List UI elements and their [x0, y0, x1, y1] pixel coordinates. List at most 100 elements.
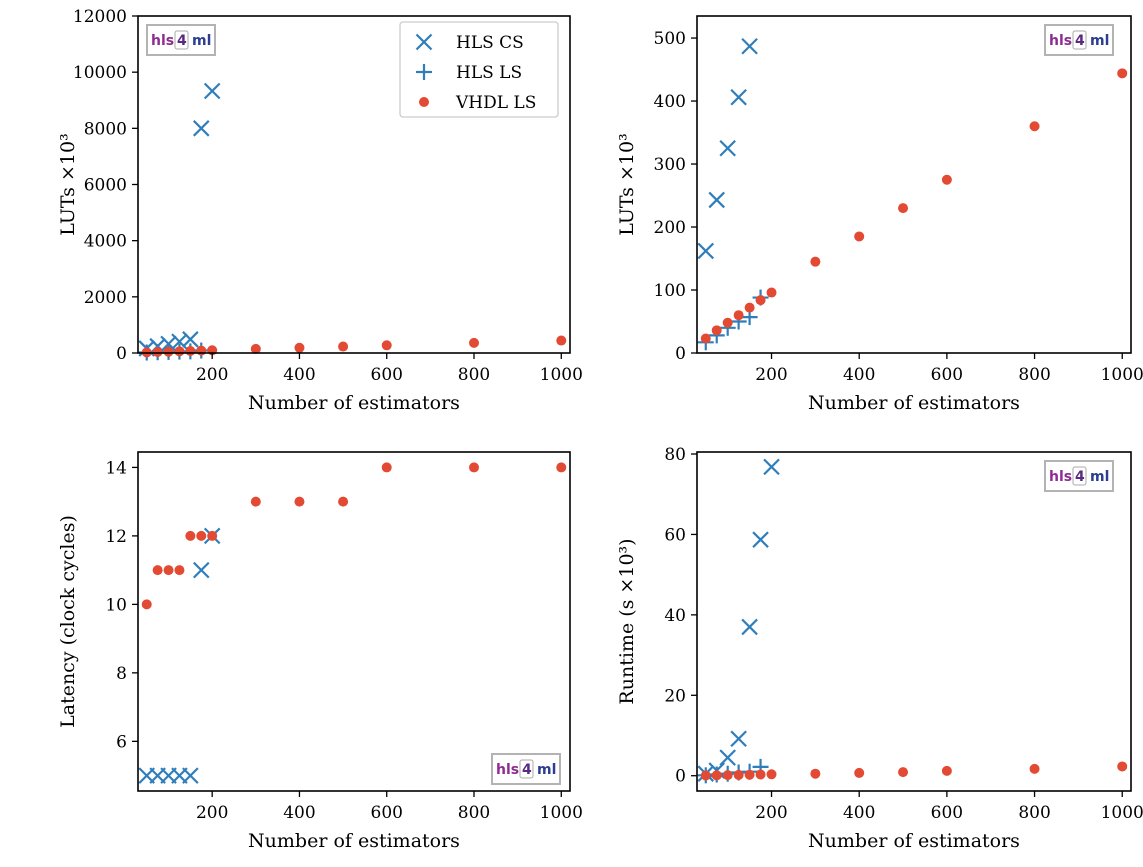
x-marker-stroke — [708, 191, 726, 209]
x-marker-stroke — [763, 458, 780, 476]
data-point-8 — [294, 496, 305, 507]
chip-outline — [1072, 30, 1087, 50]
legend-entry-hls-cs: HLS CS — [415, 33, 524, 53]
hls4ml-logo: hls 4 ml — [491, 753, 561, 785]
data-point-12 — [556, 335, 567, 346]
y-tick-label: 2000 — [84, 288, 127, 308]
data-point-12 — [1117, 68, 1128, 79]
y-tick-label: 6000 — [84, 176, 127, 196]
y-tick-label: 0 — [675, 344, 686, 364]
y-tick-label: 60 — [664, 525, 686, 545]
x-marker-stroke — [741, 618, 758, 636]
data-point-8 — [854, 767, 865, 778]
plot-data — [138, 462, 567, 784]
data-point-0 — [700, 770, 711, 781]
x-tick-label: 200 — [755, 803, 787, 823]
data-point-6 — [763, 458, 780, 476]
x-tick-label: 800 — [458, 803, 490, 823]
logo-word-4: 4 — [522, 762, 532, 778]
x-tick-label: 200 — [196, 365, 228, 385]
y-tick-label: 100 — [654, 281, 686, 301]
x-tick-label: 800 — [1018, 365, 1050, 385]
x-axis-label: Number of estimators — [808, 392, 1020, 414]
data-point-legend-2 — [419, 97, 429, 107]
data-point-0 — [700, 333, 711, 344]
data-point-1 — [152, 565, 163, 576]
data-point-11 — [469, 462, 479, 473]
data-point-2 — [163, 565, 174, 576]
x-tick-label: 1000 — [540, 365, 583, 385]
series-vhdl-ls — [141, 462, 567, 610]
data-point-4 — [744, 769, 755, 780]
data-point-3 — [733, 769, 744, 780]
data-point-legend-0 — [415, 33, 433, 51]
data-point-1 — [708, 191, 726, 209]
data-point-9 — [338, 341, 349, 352]
data-point-4 — [741, 37, 758, 55]
logo-word-hls: hls — [1049, 469, 1072, 485]
data-point-2 — [722, 317, 733, 328]
legend-entry-hls-ls: HLS LS — [416, 63, 522, 83]
x-axis-label: Number of estimators — [248, 392, 460, 414]
data-point-6 — [203, 82, 221, 100]
y-tick-label: 4000 — [84, 232, 127, 252]
data-point-3 — [730, 730, 747, 748]
chip-outline — [1072, 466, 1087, 486]
y-tick-label: 400 — [654, 92, 686, 112]
x-tick-label: 1000 — [1101, 365, 1143, 385]
x-axis-label: Number of estimators — [248, 830, 460, 852]
y-tick-label: 14 — [105, 458, 127, 478]
x-tick-label: 600 — [371, 803, 403, 823]
data-point-2 — [163, 346, 174, 357]
data-point-8 — [294, 342, 305, 353]
plot-data — [697, 37, 1128, 351]
x-marker-stroke — [171, 333, 188, 350]
y-tick-label: 12000 — [73, 7, 127, 27]
x-marker-stroke — [415, 33, 433, 51]
data-point-7 — [250, 343, 261, 354]
data-point-3 — [730, 88, 747, 106]
hls4ml-logo: hls 4 ml — [1044, 24, 1114, 56]
x-marker-stroke — [719, 749, 736, 766]
data-point-3 — [174, 346, 185, 357]
chart-lut-full: 200 400 600 800 1000020004000600080001000012… — [57, 7, 583, 414]
data-point-6 — [766, 769, 777, 780]
data-point-0 — [697, 242, 715, 260]
y-tick-label: 8 — [116, 664, 127, 684]
data-point-3 — [733, 310, 744, 321]
y-tick-label: 200 — [654, 218, 686, 238]
x-marker-stroke — [182, 767, 199, 784]
x-tick-label: 600 — [371, 365, 403, 385]
y-tick-label: 300 — [654, 155, 686, 175]
series-hls-cs — [138, 82, 221, 357]
logo-word-hls: hls — [496, 762, 519, 778]
y-tick-label: 40 — [664, 606, 686, 626]
logo-word-4: 4 — [1075, 469, 1085, 485]
data-point-11 — [1029, 763, 1040, 774]
logo-word-hls: hls — [1049, 33, 1072, 49]
plot-frame — [696, 451, 1132, 792]
data-point-1 — [711, 325, 722, 336]
logo-word-ml: ml — [1090, 33, 1109, 49]
logo-word-ml: ml — [537, 762, 556, 778]
x-marker-stroke — [697, 242, 715, 260]
data-point-5 — [192, 120, 210, 137]
plot-frame — [696, 15, 1132, 354]
y-axis-label: LUTs ×10³ — [616, 133, 638, 235]
x-marker-stroke — [182, 331, 199, 348]
data-point-5 — [192, 561, 210, 579]
series-vhdl-ls — [141, 335, 567, 358]
data-point-2 — [719, 140, 736, 157]
x-tick-label: 800 — [458, 365, 490, 385]
logo-word-4: 4 — [1075, 33, 1085, 49]
data-point-7 — [810, 768, 821, 779]
legend-frame — [399, 21, 559, 118]
legend-label: HLS CS — [456, 33, 524, 53]
hls4ml-logo: hls 4 ml — [1044, 460, 1114, 492]
series-hls-cs — [697, 458, 780, 782]
x-axis-label: Number of estimators — [808, 830, 1020, 852]
data-point-4 — [185, 345, 196, 356]
data-point-2 — [722, 770, 733, 781]
x-tick-label: 1000 — [1101, 803, 1143, 823]
